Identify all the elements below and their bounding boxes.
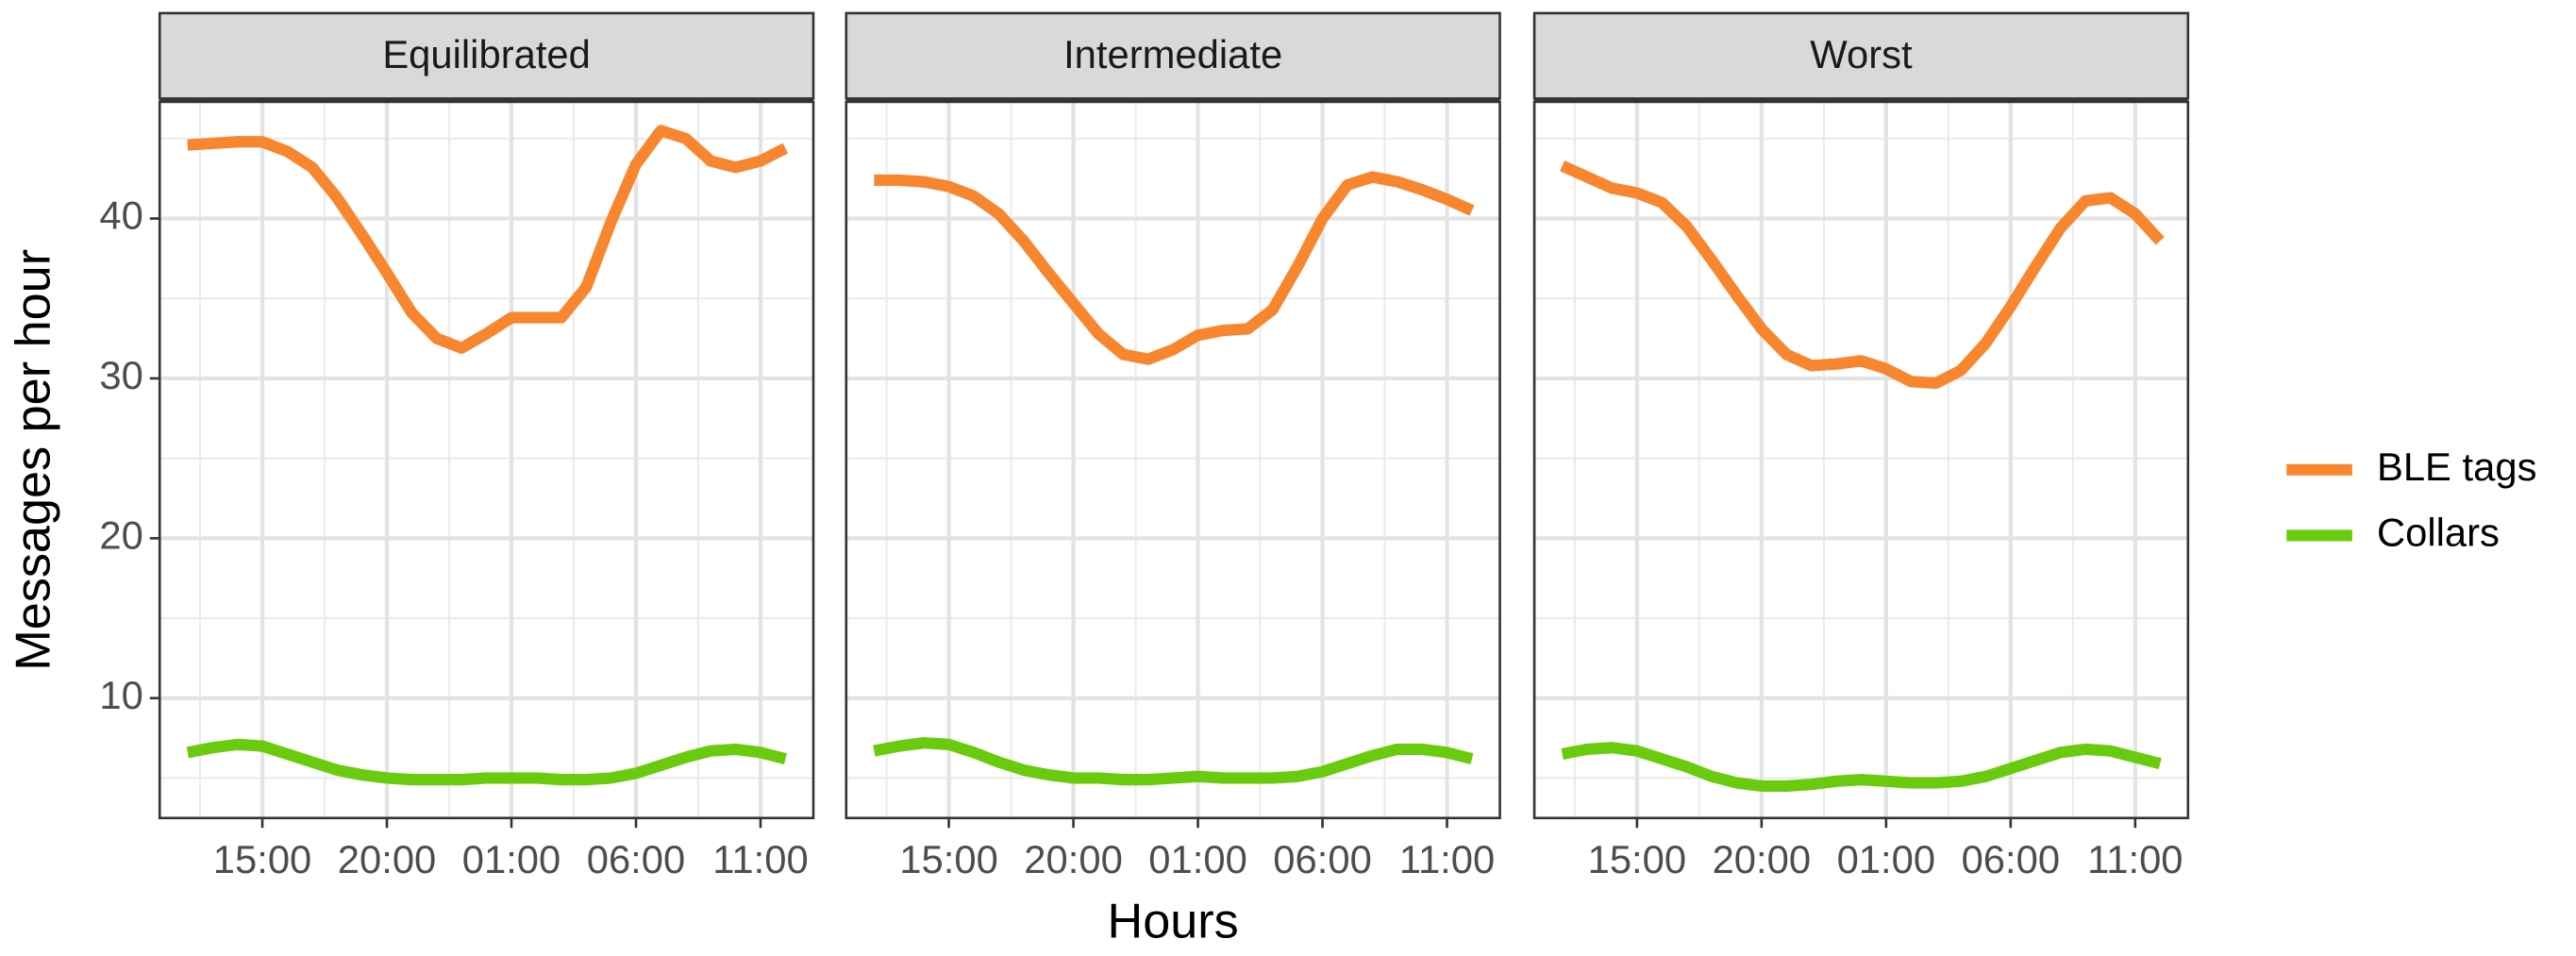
y-tick-label: 30: [99, 353, 142, 397]
facet-title: Equilibrated: [382, 32, 591, 76]
facet-title: Intermediate: [1063, 32, 1282, 76]
panel-border: [158, 100, 815, 820]
x-tick-label: 20:00: [1024, 837, 1123, 881]
x-tick-label: 01:00: [1148, 837, 1247, 881]
facet-title: Worst: [1810, 32, 1913, 76]
x-tick-label: 15:00: [213, 837, 312, 881]
x-tick-label: 01:00: [1837, 837, 1936, 881]
series-line: [186, 738, 787, 786]
legend-label: Collars: [2377, 510, 2500, 554]
x-tick-label: 20:00: [338, 837, 437, 881]
x-tick-label: 01:00: [462, 837, 561, 881]
strip: [158, 11, 815, 100]
strip: [845, 11, 1501, 100]
x-tick-label: 06:00: [1273, 837, 1372, 881]
x-tick-label: 06:00: [587, 837, 686, 881]
legend-label: BLE tags: [2377, 444, 2537, 489]
series-line: [1561, 742, 2162, 793]
x-tick-label: 15:00: [899, 837, 998, 881]
y-axis-title: Messages per hour: [6, 249, 60, 671]
series-line: [874, 171, 1475, 365]
panel-border: [845, 100, 1501, 820]
series-line: [873, 737, 1474, 786]
y-tick-label: 20: [99, 512, 142, 557]
y-tick-label: 10: [99, 673, 142, 717]
y-tick-label: 40: [99, 193, 142, 238]
x-tick-label: 06:00: [1962, 837, 2061, 881]
x-tick-label: 15:00: [1588, 837, 1687, 881]
x-tick-label: 11:00: [1399, 837, 1495, 881]
x-tick-label: 11:00: [2087, 837, 2183, 881]
x-tick-label: 11:00: [712, 837, 808, 881]
panel-border: [1532, 100, 2190, 820]
x-axis-title: Hours: [1108, 895, 1239, 949]
series-line: [187, 125, 789, 354]
x-tick-label: 20:00: [1713, 837, 1812, 881]
strip: [1532, 11, 2190, 100]
series-line: [1560, 160, 2165, 390]
